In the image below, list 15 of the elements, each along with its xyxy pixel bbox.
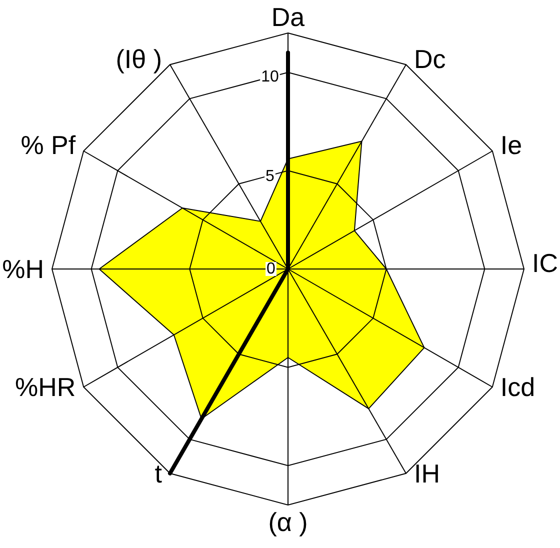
spoke-label: Icd bbox=[500, 372, 536, 402]
spoke-label: %H bbox=[2, 254, 44, 284]
y-tick-label: 0 bbox=[266, 260, 276, 278]
spoke-label: (Iθ ) bbox=[116, 44, 162, 74]
spoke-label: Da bbox=[271, 2, 306, 32]
spoke-label: t bbox=[154, 458, 163, 489]
spoke-label: (α ) bbox=[268, 507, 308, 538]
spoke-label: Dc bbox=[414, 44, 446, 74]
y-tick-label: 5 bbox=[266, 168, 275, 185]
spoke-label: %HR bbox=[14, 372, 76, 402]
spoke-label: % Pf bbox=[20, 130, 76, 160]
spoke-label: IC bbox=[532, 248, 558, 278]
spoke-label: IH bbox=[414, 458, 440, 489]
spoke-label: Ie bbox=[500, 130, 522, 160]
y-tick-label: 10 bbox=[261, 68, 279, 86]
